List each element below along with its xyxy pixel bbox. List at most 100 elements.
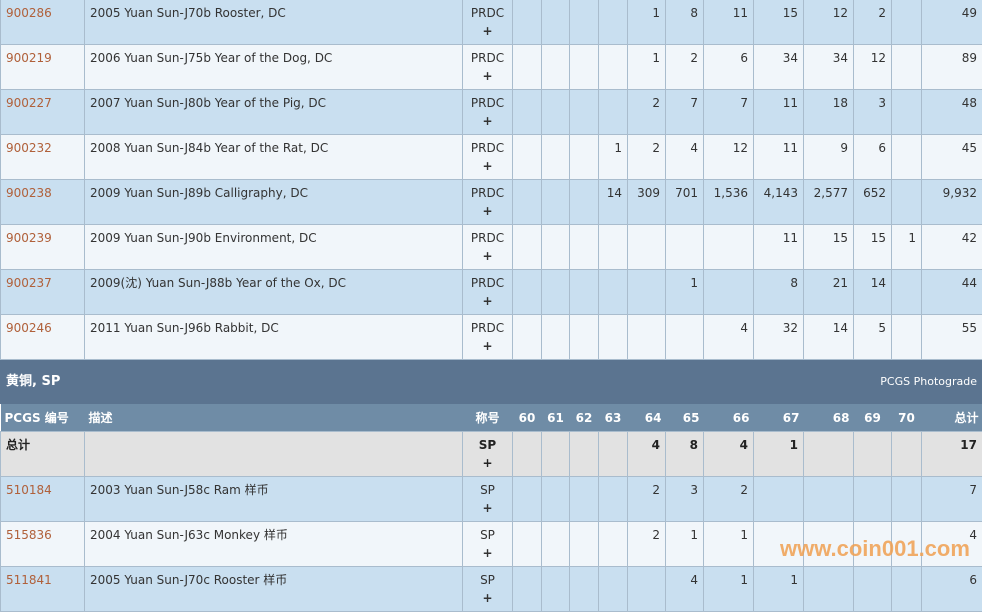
grade-count-cell: 701 <box>666 180 704 225</box>
grade-count-cell: 1 <box>892 225 922 270</box>
pcgs-number-link[interactable]: 900227 <box>6 96 52 110</box>
grade-count-cell <box>570 270 599 315</box>
description-cell[interactable]: 2005 Yuan Sun-J70c Rooster 样币 <box>85 567 463 612</box>
pcgs-number-cell[interactable]: 900227 <box>1 90 85 135</box>
grade-count-cell: 4 <box>628 432 666 477</box>
grade-count-cell <box>570 315 599 360</box>
photograde-link[interactable]: PCGS Photograde <box>754 360 982 404</box>
expand-plus-icon[interactable]: + <box>468 112 507 130</box>
grade-count-cell: 7 <box>704 90 754 135</box>
total-cell: 6 <box>922 567 982 612</box>
grade-count-cell: 11 <box>754 135 804 180</box>
expand-plus-icon[interactable]: + <box>468 454 507 472</box>
grade-count-cell <box>513 0 542 45</box>
designation-label: PRDC <box>468 319 507 337</box>
pcgs-number-cell[interactable]: 900286 <box>1 0 85 45</box>
expand-plus-icon[interactable]: + <box>468 247 507 265</box>
pcgs-number-link[interactable]: 900237 <box>6 276 52 290</box>
total-cell: 55 <box>922 315 982 360</box>
designation-cell: PRDC+ <box>463 315 513 360</box>
col-header-grade[interactable]: 64 <box>628 404 666 432</box>
description-cell[interactable]: 2008 Yuan Sun-J84b Year of the Rat, DC <box>85 135 463 180</box>
pcgs-number-cell[interactable]: 510184 <box>1 477 85 522</box>
col-header-grade[interactable]: 69 <box>854 404 892 432</box>
col-header-grade[interactable]: 66 <box>704 404 754 432</box>
grade-count-cell: 2 <box>628 90 666 135</box>
grade-count-cell: 2 <box>666 45 704 90</box>
pcgs-number-cell[interactable]: 900239 <box>1 225 85 270</box>
pcgs-number-link[interactable]: 511841 <box>6 573 52 587</box>
table-row: 900232 2008 Yuan Sun-J84b Year of the Rat… <box>1 135 982 180</box>
expand-plus-icon[interactable]: + <box>468 499 507 517</box>
grade-count-cell: 1 <box>704 567 754 612</box>
pcgs-number-cell[interactable]: 515836 <box>1 522 85 567</box>
description-cell[interactable]: 2009 Yuan Sun-J89b Calligraphy, DC <box>85 180 463 225</box>
grade-count-cell: 8 <box>754 270 804 315</box>
total-cell: 44 <box>922 270 982 315</box>
description-cell[interactable]: 2009(沈) Yuan Sun-J88b Year of the Ox, DC <box>85 270 463 315</box>
grade-count-cell <box>542 45 570 90</box>
pcgs-number-cell[interactable]: 900232 <box>1 135 85 180</box>
pcgs-number-link[interactable]: 900239 <box>6 231 52 245</box>
pcgs-number-cell[interactable]: 900237 <box>1 270 85 315</box>
pcgs-number-link[interactable]: 900219 <box>6 51 52 65</box>
grade-count-cell <box>542 432 570 477</box>
col-header-grade[interactable]: 68 <box>804 404 854 432</box>
col-header-grade[interactable]: 67 <box>754 404 804 432</box>
col-header-grade[interactable]: 61 <box>542 404 570 432</box>
pcgs-number-cell[interactable]: 900246 <box>1 315 85 360</box>
grade-count-cell <box>513 225 542 270</box>
grade-count-cell <box>570 0 599 45</box>
grade-count-cell: 15 <box>854 225 892 270</box>
grade-count-cell: 652 <box>854 180 892 225</box>
description-cell[interactable]: 2005 Yuan Sun-J70b Rooster, DC <box>85 0 463 45</box>
grade-count-cell: 309 <box>628 180 666 225</box>
pcgs-number-link[interactable]: 515836 <box>6 528 52 542</box>
expand-plus-icon[interactable]: + <box>468 589 507 607</box>
grade-count-cell: 3 <box>666 477 704 522</box>
description-cell[interactable]: 2003 Yuan Sun-J58c Ram 样币 <box>85 477 463 522</box>
pcgs-number-link[interactable]: 900232 <box>6 141 52 155</box>
grade-count-cell <box>542 315 570 360</box>
col-header-grade[interactable]: 62 <box>570 404 599 432</box>
grade-count-cell <box>542 225 570 270</box>
pcgs-number-link[interactable]: 900286 <box>6 6 52 20</box>
description-cell[interactable]: 2006 Yuan Sun-J75b Year of the Dog, DC <box>85 45 463 90</box>
pcgs-number-link[interactable]: 900246 <box>6 321 52 335</box>
description-cell[interactable]: 2007 Yuan Sun-J80b Year of the Pig, DC <box>85 90 463 135</box>
pcgs-number-cell[interactable]: 900219 <box>1 45 85 90</box>
grade-count-cell <box>892 477 922 522</box>
col-header-grade[interactable]: 63 <box>599 404 628 432</box>
expand-plus-icon[interactable]: + <box>468 292 507 310</box>
pcgs-number-link[interactable]: 510184 <box>6 483 52 497</box>
pcgs-number-link[interactable]: 900238 <box>6 186 52 200</box>
col-header-grade[interactable]: 70 <box>892 404 922 432</box>
expand-plus-icon[interactable]: + <box>468 67 507 85</box>
pcgs-number-cell[interactable]: 511841 <box>1 567 85 612</box>
total-cell: 49 <box>922 0 982 45</box>
expand-plus-icon[interactable]: + <box>468 337 507 355</box>
col-header-designation[interactable]: 称号 <box>463 404 513 432</box>
grade-count-cell: 34 <box>804 45 854 90</box>
grade-count-cell <box>542 522 570 567</box>
description-cell[interactable]: 2011 Yuan Sun-J96b Rabbit, DC <box>85 315 463 360</box>
col-header-id[interactable]: PCGS 编号 <box>1 404 85 432</box>
table-row: 900239 2009 Yuan Sun-J90b Environment, DC… <box>1 225 982 270</box>
col-header-grade[interactable]: 60 <box>513 404 542 432</box>
grade-count-cell: 11 <box>754 90 804 135</box>
col-header-total[interactable]: 总计 <box>922 404 982 432</box>
expand-plus-icon[interactable]: + <box>468 22 507 40</box>
col-header-desc[interactable]: 描述 <box>85 404 463 432</box>
pcgs-number-cell[interactable]: 900238 <box>1 180 85 225</box>
expand-plus-icon[interactable]: + <box>468 202 507 220</box>
description-cell[interactable]: 2004 Yuan Sun-J63c Monkey 样币 <box>85 522 463 567</box>
expand-plus-icon[interactable]: + <box>468 157 507 175</box>
expand-plus-icon[interactable]: + <box>468 544 507 562</box>
col-header-grade[interactable]: 65 <box>666 404 704 432</box>
description-cell[interactable]: 2009 Yuan Sun-J90b Environment, DC <box>85 225 463 270</box>
grade-count-cell <box>599 45 628 90</box>
grade-count-cell: 7 <box>666 90 704 135</box>
